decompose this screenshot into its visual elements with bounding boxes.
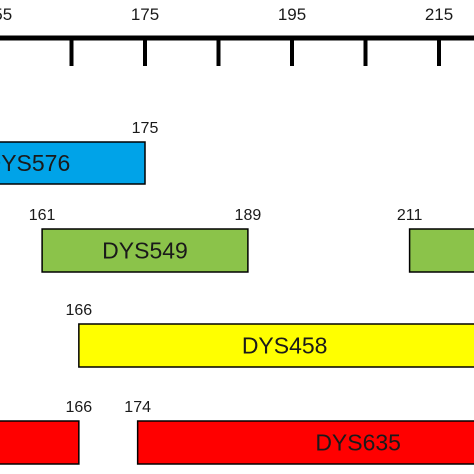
axis-tick-label: 155: [0, 5, 12, 24]
marker-box: [0, 420, 80, 465]
marker-end-label: 175: [132, 120, 159, 137]
marker-box: [41, 228, 249, 273]
marker-box: [408, 228, 474, 273]
marker-name: DYS458: [242, 333, 328, 359]
marker-box: [0, 141, 146, 185]
marker-end-label: 166: [65, 399, 92, 416]
axis-tick-label: 215: [425, 5, 453, 24]
marker-name: DYS635: [315, 430, 401, 456]
axis-tick-label: 195: [278, 5, 306, 24]
marker-start-label: 174: [124, 399, 151, 416]
marker-end-label: 189: [235, 207, 262, 224]
marker-start-label: 166: [65, 302, 92, 319]
marker-box: [78, 323, 474, 368]
marker-start-label: 211: [397, 207, 423, 224]
axis-tick-label: 175: [131, 5, 159, 24]
marker-name: DYS576: [0, 150, 70, 176]
marker-box: [136, 420, 474, 465]
marker-name: DYS549: [102, 238, 188, 264]
marker-start-label: 161: [29, 207, 56, 224]
